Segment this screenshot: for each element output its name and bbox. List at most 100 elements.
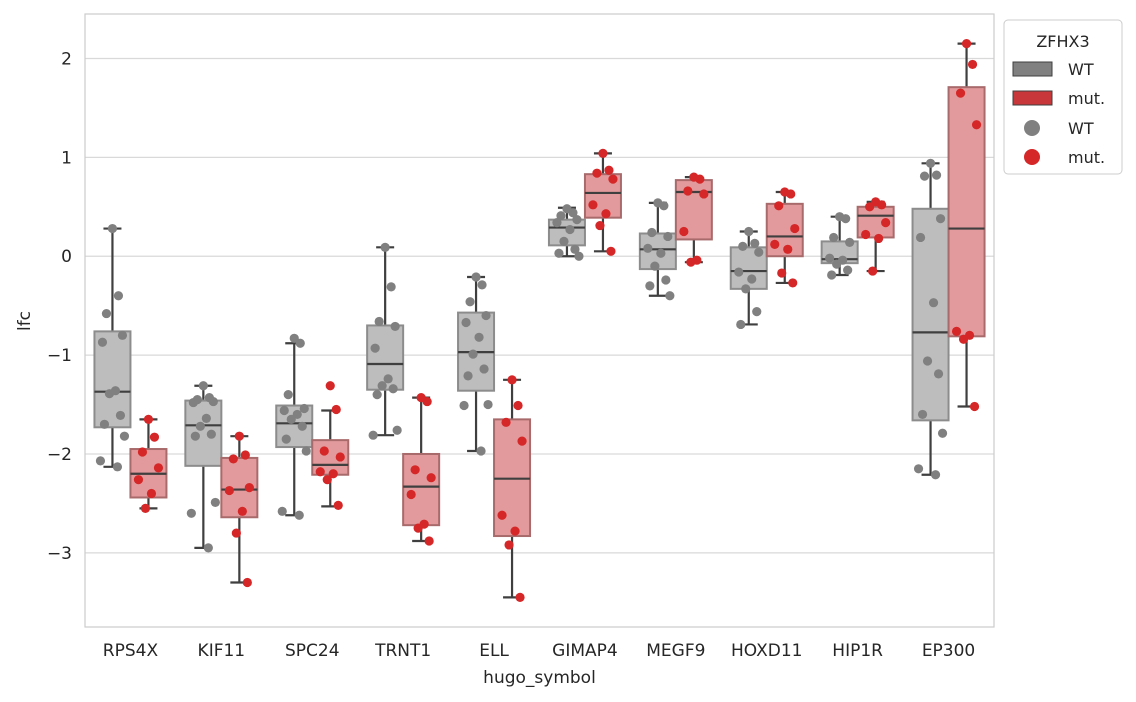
data-point-wt <box>390 321 400 332</box>
data-point-wt <box>97 337 108 347</box>
data-point-wt <box>931 170 942 180</box>
data-point-wt <box>734 267 744 277</box>
data-point-mut <box>504 540 514 550</box>
data-point-mut <box>331 404 341 415</box>
data-point-mut <box>679 226 689 237</box>
data-point-wt <box>827 270 837 280</box>
data-point-wt <box>663 231 673 242</box>
data-point-wt <box>477 280 487 290</box>
y-axis-label: lfc <box>15 311 35 331</box>
data-point-mut <box>601 209 611 219</box>
data-point-wt <box>930 470 941 480</box>
data-point-mut <box>497 510 507 520</box>
data-point-wt <box>919 171 930 181</box>
data-point-wt <box>461 317 471 328</box>
legend-mut-point-marker <box>1024 149 1040 165</box>
x-tick-label: SPC24 <box>285 641 340 661</box>
data-point-mut <box>958 334 969 344</box>
data-point-mut <box>224 485 234 496</box>
data-point-wt <box>574 251 584 261</box>
data-point-wt <box>754 247 764 257</box>
data-point-mut <box>237 506 247 516</box>
data-point-mut <box>606 246 616 256</box>
data-point-wt <box>459 400 469 411</box>
data-point-mut <box>971 120 982 130</box>
data-point-wt <box>188 397 198 408</box>
data-point-mut <box>424 536 434 546</box>
data-point-mut <box>234 431 244 441</box>
data-point-wt <box>570 244 580 254</box>
data-point-mut <box>788 278 798 288</box>
data-point-wt <box>645 281 655 291</box>
data-point-mut <box>598 148 608 159</box>
x-tick-label: GIMAP4 <box>552 641 618 661</box>
data-point-wt <box>647 227 657 238</box>
data-point-wt <box>119 431 130 441</box>
data-point-wt <box>552 218 562 228</box>
data-point-mut <box>315 467 325 477</box>
x-tick-label: HOXD11 <box>731 641 802 661</box>
legend-wt-point-label: WT <box>1068 119 1094 138</box>
legend-mut-point-label: mut. <box>1068 148 1105 167</box>
data-point-mut <box>517 436 527 446</box>
x-axis-label: hugo_symbol <box>483 668 596 688</box>
data-point-wt <box>925 158 936 168</box>
data-point-mut <box>790 223 800 234</box>
data-point-wt <box>572 215 582 225</box>
data-point-wt <box>388 384 398 394</box>
data-point-mut <box>951 326 962 336</box>
data-point-wt <box>483 399 493 410</box>
data-point-wt <box>374 316 384 327</box>
legend-mut-box-label: mut. <box>1068 89 1105 108</box>
data-point-mut <box>240 450 250 460</box>
data-point-mut <box>507 375 517 385</box>
legend-wt-box-swatch <box>1012 61 1053 77</box>
legend-mut-box-swatch <box>1012 90 1053 106</box>
data-point-wt <box>206 429 216 439</box>
data-point-mut <box>143 414 154 424</box>
data-point-mut <box>861 229 871 240</box>
data-point-wt <box>295 338 305 348</box>
data-point-mut <box>426 473 436 483</box>
data-point-wt <box>476 446 486 456</box>
box-mut-trnt1 <box>402 396 441 543</box>
data-point-wt <box>568 208 578 218</box>
iqr-box <box>93 330 132 429</box>
data-point-mut <box>969 401 980 412</box>
data-point-mut <box>146 488 157 499</box>
data-point-wt <box>186 508 196 518</box>
data-point-wt <box>935 214 946 224</box>
data-point-wt <box>297 421 307 431</box>
data-point-wt <box>841 214 851 224</box>
x-tick-label: ELL <box>479 641 509 661</box>
data-point-wt <box>465 297 475 307</box>
data-point-mut <box>865 202 875 212</box>
data-point-wt <box>112 462 123 472</box>
data-point-wt <box>937 428 948 438</box>
data-point-mut <box>501 417 511 427</box>
data-point-wt <box>554 248 564 258</box>
data-point-mut <box>406 489 416 500</box>
data-point-mut <box>783 244 793 254</box>
data-point-wt <box>845 237 855 247</box>
data-point-wt <box>392 425 402 435</box>
data-point-mut <box>242 577 252 588</box>
data-point-mut <box>149 432 160 442</box>
data-point-wt <box>277 506 287 516</box>
data-point-wt <box>203 543 213 553</box>
strip-points <box>95 39 982 602</box>
data-point-wt <box>747 274 757 284</box>
x-tick-label: KIF11 <box>198 641 246 661</box>
legend: ZFHX3 WT mut. WT mut. <box>1003 19 1123 175</box>
data-point-wt <box>471 272 481 282</box>
data-point-wt <box>928 298 939 308</box>
data-point-mut <box>137 447 148 457</box>
data-point-wt <box>922 356 933 366</box>
data-point-wt <box>383 374 393 384</box>
y-tick-labels: −3 −2 −1 0 1 2 <box>47 49 72 563</box>
data-point-wt <box>99 419 110 429</box>
data-point-mut <box>231 528 241 538</box>
data-point-mut <box>961 39 972 49</box>
data-point-wt <box>107 223 118 234</box>
